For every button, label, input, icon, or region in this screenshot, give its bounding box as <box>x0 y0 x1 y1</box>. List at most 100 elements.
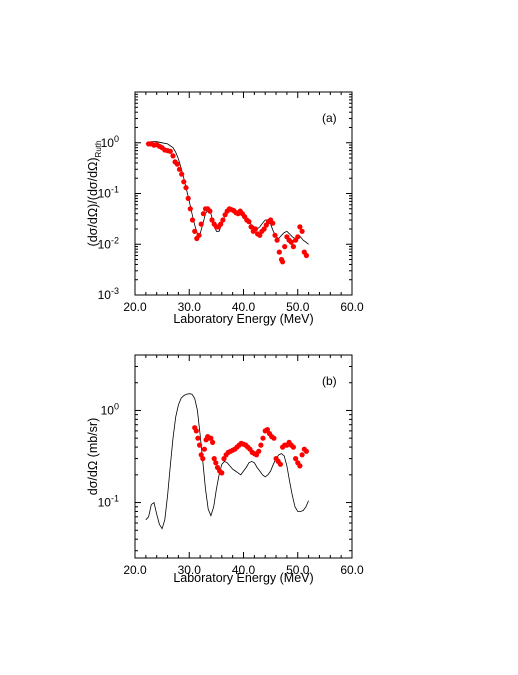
y-tick-label-exponent: -1 <box>111 185 119 195</box>
data-point <box>208 435 214 441</box>
data-point <box>198 221 204 227</box>
plot-frame-a <box>134 91 353 296</box>
y-tick-label-exponent: -1 <box>111 494 119 504</box>
x-axis-title-b: Laboratory Energy (MeV) <box>173 571 313 585</box>
data-point <box>258 442 264 448</box>
data-point <box>200 211 206 217</box>
data-point <box>179 171 185 177</box>
data-point <box>211 456 217 462</box>
data-point <box>207 208 213 214</box>
data-point <box>299 452 305 458</box>
data-point <box>196 232 202 238</box>
data-points-b <box>192 425 309 476</box>
data-point <box>257 232 263 238</box>
y-tick-label-exponent: -2 <box>111 235 119 245</box>
data-point <box>297 224 303 230</box>
data-point <box>174 161 180 167</box>
plot-frame-b <box>134 354 353 559</box>
data-point <box>297 463 303 469</box>
data-point <box>200 456 206 462</box>
data-point <box>264 427 270 433</box>
y-tick-label-base: 10 <box>98 237 112 251</box>
y-tick-label-base: 10 <box>98 496 112 510</box>
data-point <box>246 219 252 225</box>
x-tick-label: 20.0 <box>123 300 147 314</box>
data-point <box>209 217 215 223</box>
data-point <box>293 456 299 462</box>
data-point <box>219 470 225 476</box>
y-tick-label-exponent: -3 <box>111 286 119 296</box>
y-axis-title-a-main: (dσ/dΩ)/(dσ/dΩ) <box>86 157 100 246</box>
fit-line-b <box>145 393 309 530</box>
fit-line <box>145 141 309 245</box>
x-tick-label: 40.0 <box>232 300 256 314</box>
y-tick-label-exponent: 0 <box>114 134 119 144</box>
data-point <box>181 179 187 185</box>
data-points-a <box>146 141 309 265</box>
data-point <box>195 435 201 441</box>
x-tick-label: 20.0 <box>123 563 147 577</box>
data-point <box>277 461 283 467</box>
data-point <box>187 206 193 212</box>
x-tick-label: 30.0 <box>178 300 202 314</box>
y-tick-label-exponent: 0 <box>114 401 119 411</box>
data-point <box>272 232 278 238</box>
data-point <box>252 226 258 232</box>
data-point <box>271 435 277 441</box>
y-tick-label-base: 10 <box>98 187 112 201</box>
data-point <box>270 220 276 226</box>
y-tick-label: 10-1 <box>98 494 119 510</box>
panel-label-b: (b) <box>322 374 337 388</box>
data-point <box>303 448 309 454</box>
x-axis-title-a: Laboratory Energy (MeV) <box>173 312 313 326</box>
data-point <box>197 442 203 448</box>
y-tick-label-base: 10 <box>101 403 115 417</box>
x-tick-label: 50.0 <box>286 300 310 314</box>
data-point <box>256 448 262 454</box>
x-tick-label: 50.0 <box>286 563 310 577</box>
x-tick-label: 60.0 <box>340 563 364 577</box>
fit-line <box>145 393 309 530</box>
ticks-b <box>134 354 353 558</box>
data-point <box>248 224 254 230</box>
ticks-a <box>134 91 353 296</box>
data-point <box>210 439 216 445</box>
data-point <box>290 244 296 250</box>
data-point <box>218 221 224 227</box>
data-point <box>280 259 286 265</box>
data-point <box>193 428 199 434</box>
y-tick-label: 100 <box>101 134 119 150</box>
panel-label-a: (a) <box>322 111 337 125</box>
y-axis-title-a: (dσ/dΩ)/(dσ/dΩ)Ruth <box>86 141 103 247</box>
y-tick-label: 100 <box>101 401 119 417</box>
x-tick-label: 30.0 <box>178 563 202 577</box>
data-point <box>276 249 282 255</box>
y-tick-label: 10-2 <box>98 235 119 251</box>
data-point <box>303 252 309 259</box>
data-point <box>192 228 198 234</box>
data-point <box>176 166 183 172</box>
data-point <box>213 460 219 466</box>
data-point <box>295 234 301 240</box>
data-point <box>282 244 288 250</box>
y-axis-title-b: dσ/dΩ (mb/sr) <box>86 418 100 495</box>
data-point <box>201 446 207 452</box>
x-tick-label: 60.0 <box>340 300 364 314</box>
data-point <box>170 153 176 159</box>
data-point <box>290 444 296 450</box>
data-point <box>260 435 266 441</box>
y-tick-label: 10-3 <box>98 286 119 302</box>
y-tick-label: 10-1 <box>98 185 119 201</box>
data-point <box>183 185 189 191</box>
data-point <box>261 226 267 232</box>
data-point <box>189 217 196 223</box>
data-point <box>167 148 173 154</box>
data-point <box>288 239 294 245</box>
y-tick-label-base: 10 <box>101 136 115 150</box>
y-axis-title-a-sub: Ruth <box>94 141 103 158</box>
